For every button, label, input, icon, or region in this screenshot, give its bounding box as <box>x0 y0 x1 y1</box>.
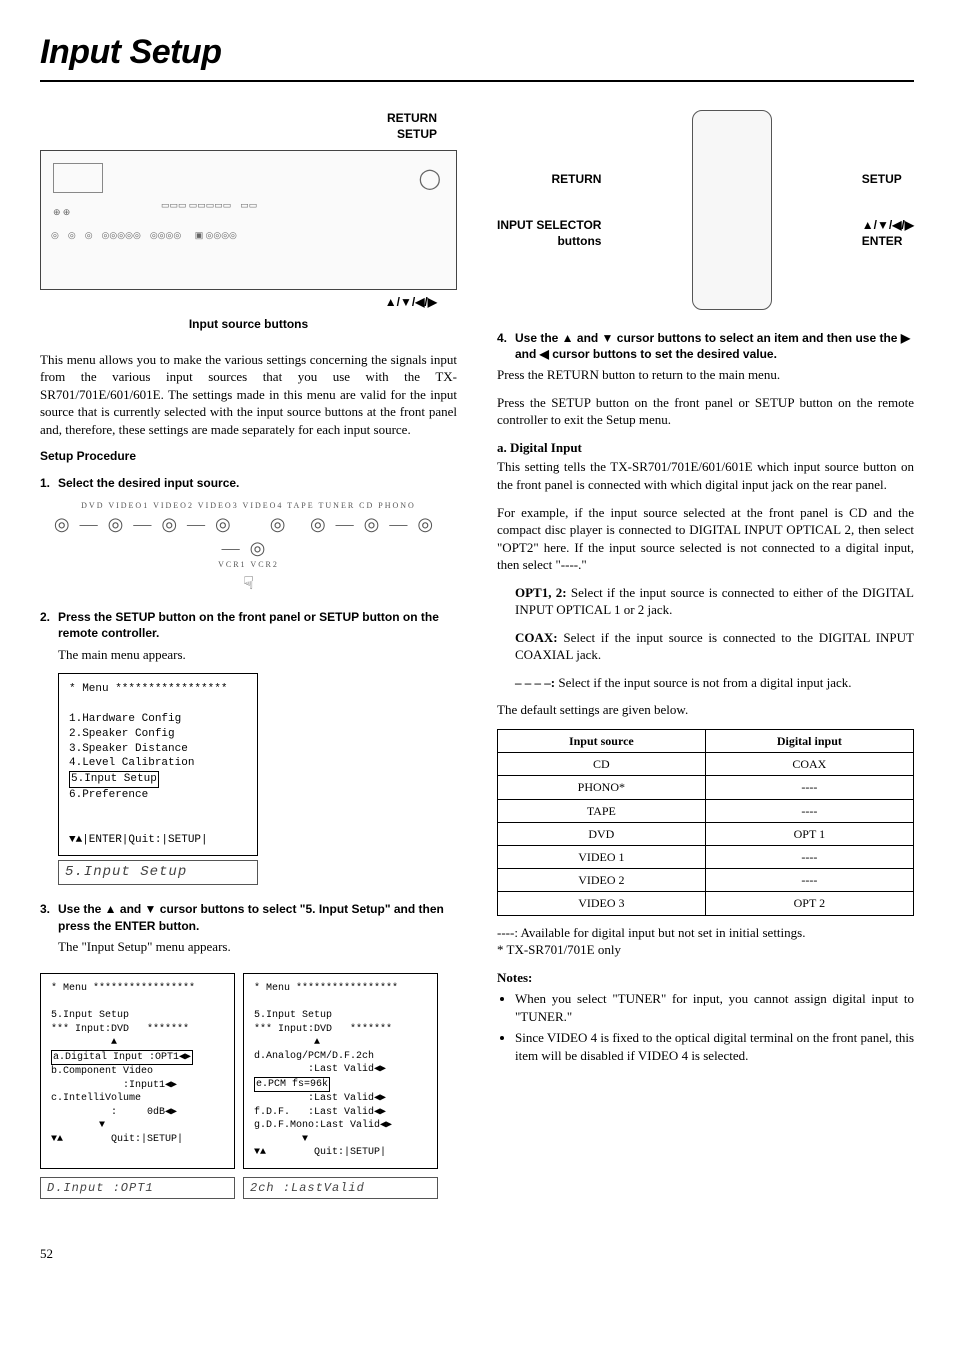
step-4-p1: Press the RETURN button to return to the… <box>497 366 914 384</box>
step-4: 4. Use the ▲ and ▼ cursor buttons to sel… <box>497 330 914 362</box>
main-menu-box: * Menu ***************** 1.Hardware Conf… <box>58 673 258 856</box>
step-1-head: Select the desired input source. <box>58 475 457 491</box>
knob-labels-2: VCR1 VCR2 <box>40 560 457 571</box>
step-2-head: Press the SETUP button on the front pane… <box>58 609 457 641</box>
step-1: 1. Select the desired input source. <box>40 475 457 491</box>
table-row: PHONO*---- <box>498 776 914 799</box>
remote-input-sel-label: INPUT SELECTOR <box>497 218 601 232</box>
step-num: 1. <box>40 475 58 491</box>
input-setup-menu-right: * Menu ***************** 5.Input Setup *… <box>243 973 438 1169</box>
notes-head: Notes: <box>497 970 532 985</box>
notes-list: When you select "TUNER" for input, you c… <box>497 990 914 1064</box>
table-row: VIDEO 3OPT 2 <box>498 892 914 915</box>
digin-p2: For example, if the input source selecte… <box>497 504 914 574</box>
remote-arrows-label: ▲/▼/◀/▶ <box>862 218 914 232</box>
note-1: When you select "TUNER" for input, you c… <box>515 990 914 1025</box>
digin-p1: This setting tells the TX-SR701/701E/601… <box>497 458 914 493</box>
digin-head: a. Digital Input <box>497 440 582 455</box>
two-column-layout: RETURN SETUP ⊕ ⊕ ◎ ◎ ◎ ◎◎◎◎◎ ◎◎◎◎ ▣ ◎◎◎◎… <box>40 110 914 1215</box>
step-num: 3. <box>40 901 58 933</box>
table-row: VIDEO 1---- <box>498 845 914 868</box>
knob-labels-1: DVD VIDEO1 VIDEO2 VIDEO3 VIDEO4 TAPE TUN… <box>40 501 457 512</box>
lcd-2a: D.Input :OPT1 <box>40 1177 235 1199</box>
receiver-diagram: ⊕ ⊕ ◎ ◎ ◎ ◎◎◎◎◎ ◎◎◎◎ ▣ ◎◎◎◎ ◯ ▭▭▭ ▭▭▭▭▭ … <box>40 150 457 290</box>
input-setup-menu-left: * Menu ***************** 5.Input Setup *… <box>40 973 235 1169</box>
table-row: CDCOAX <box>498 753 914 776</box>
table-note-1: ----: Available for digital input but no… <box>497 924 914 942</box>
coax-line: COAX: Select if the input source is conn… <box>515 629 914 664</box>
title-rule <box>40 80 914 82</box>
step-3-body: The "Input Setup" menu appears. <box>58 938 457 956</box>
th-digital: Digital input <box>705 730 913 753</box>
setup-label: SETUP <box>397 126 437 142</box>
input-knob-diagram: DVD VIDEO1 VIDEO2 VIDEO3 VIDEO4 TAPE TUN… <box>40 501 457 595</box>
defaults-table: Input source Digital input CDCOAX PHONO*… <box>497 729 914 916</box>
lcd-1: 5.Input Setup <box>58 860 258 885</box>
note-2: Since VIDEO 4 is fixed to the optical di… <box>515 1029 914 1064</box>
step-2-body: The main menu appears. <box>58 646 457 664</box>
remote-return-label: RETURN <box>551 171 601 187</box>
arrows-label: ▲/▼/◀/▶ <box>385 295 437 309</box>
page-number: 52 <box>40 1245 914 1263</box>
step-num: 2. <box>40 609 58 641</box>
remote-diagram-wrap: RETURN INPUT SELECTOR buttons SETUP ▲/▼/… <box>497 110 914 310</box>
remote-buttons-label: buttons <box>557 234 601 248</box>
step-2: 2. Press the SETUP button on the front p… <box>40 609 457 641</box>
defaults-intro: The default settings are given below. <box>497 701 914 719</box>
page-title: Input Setup <box>40 30 914 76</box>
table-row: TAPE---- <box>498 799 914 822</box>
intro-text: This menu allows you to make the various… <box>40 351 457 439</box>
remote-setup-label: SETUP <box>862 171 902 187</box>
step-3: 3. Use the ▲ and ▼ cursor buttons to sel… <box>40 901 457 933</box>
lcd-2b: 2ch :LastValid <box>243 1177 438 1199</box>
diagram-caption: Input source buttons <box>40 316 457 332</box>
table-row: VIDEO 2---- <box>498 869 914 892</box>
left-column: RETURN SETUP ⊕ ⊕ ◎ ◎ ◎ ◎◎◎◎◎ ◎◎◎◎ ▣ ◎◎◎◎… <box>40 110 457 1215</box>
right-column: RETURN INPUT SELECTOR buttons SETUP ▲/▼/… <box>497 110 914 1215</box>
procedure-heading: Setup Procedure <box>40 448 457 464</box>
remote-diagram <box>692 110 772 310</box>
table-note-2: * TX-SR701/701E only <box>497 941 914 959</box>
opt-line: OPT1, 2: Select if the input source is c… <box>515 584 914 619</box>
return-label: RETURN <box>387 110 437 126</box>
dash-line: – – – –: Select if the input source is n… <box>515 674 914 692</box>
remote-enter-label: ENTER <box>862 234 903 248</box>
step-3-head: Use the ▲ and ▼ cursor buttons to select… <box>58 901 457 933</box>
th-source: Input source <box>498 730 706 753</box>
step-4-p2: Press the SETUP button on the front pane… <box>497 394 914 429</box>
step-num: 4. <box>497 330 515 362</box>
step-4-head: Use the ▲ and ▼ cursor buttons to select… <box>515 330 914 362</box>
table-row: DVDOPT 1 <box>498 822 914 845</box>
